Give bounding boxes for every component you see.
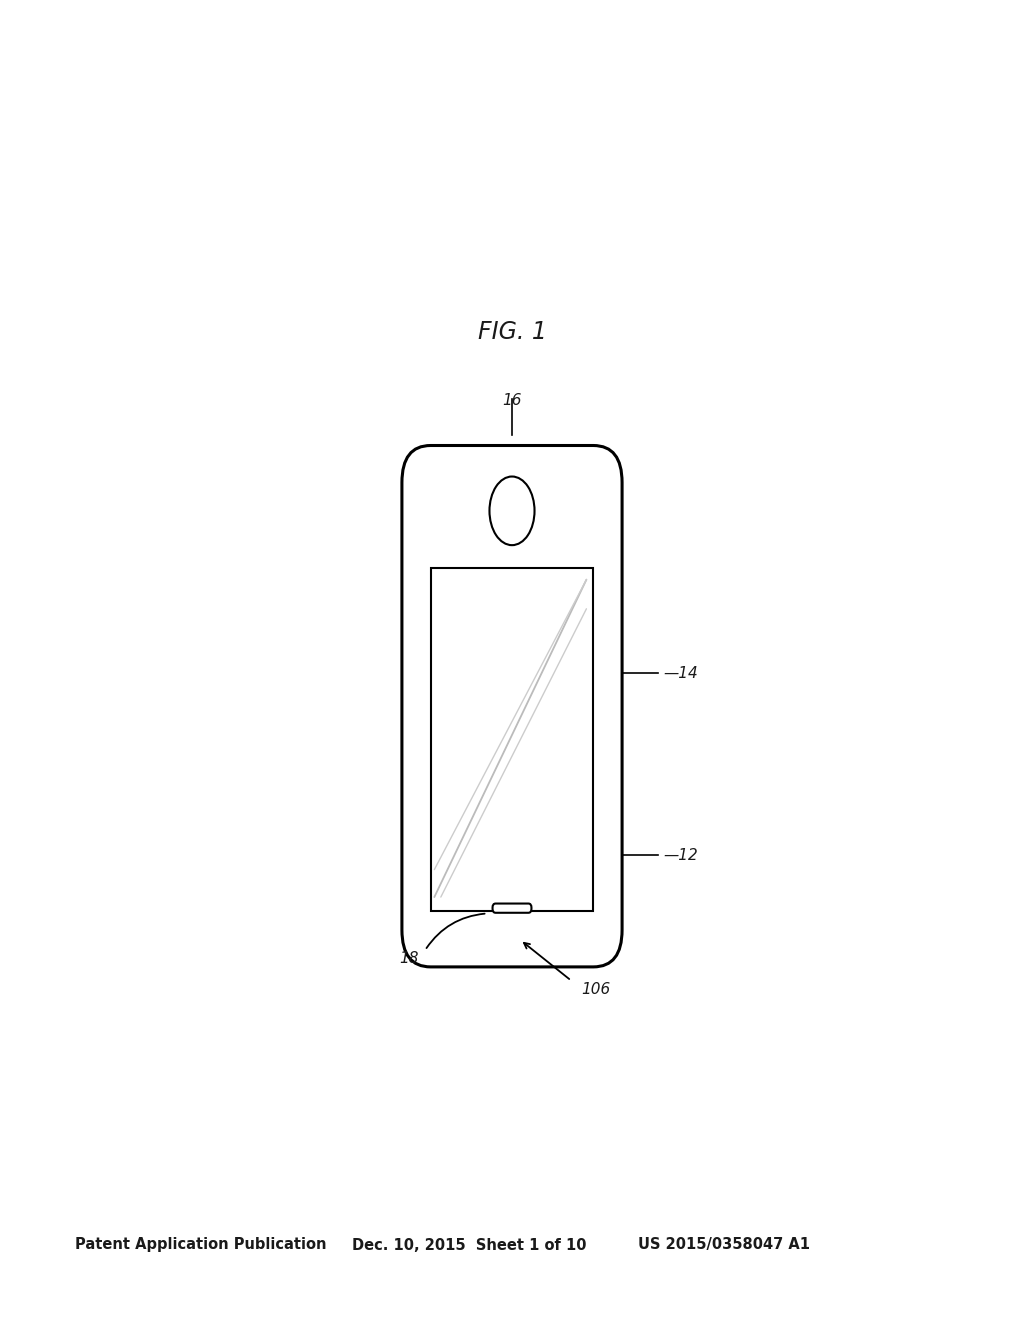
Ellipse shape [489, 477, 535, 545]
Text: Dec. 10, 2015  Sheet 1 of 10: Dec. 10, 2015 Sheet 1 of 10 [352, 1238, 587, 1253]
Text: 16: 16 [502, 392, 522, 408]
Text: US 2015/0358047 A1: US 2015/0358047 A1 [638, 1238, 810, 1253]
Text: 106: 106 [582, 982, 611, 997]
Text: FIG. 1: FIG. 1 [477, 319, 547, 345]
Text: 18: 18 [399, 952, 419, 966]
Text: Patent Application Publication: Patent Application Publication [75, 1238, 327, 1253]
Text: —14: —14 [664, 665, 698, 681]
FancyBboxPatch shape [493, 903, 531, 913]
Text: —12: —12 [664, 847, 698, 863]
FancyBboxPatch shape [401, 445, 623, 966]
Bar [431, 568, 593, 911]
